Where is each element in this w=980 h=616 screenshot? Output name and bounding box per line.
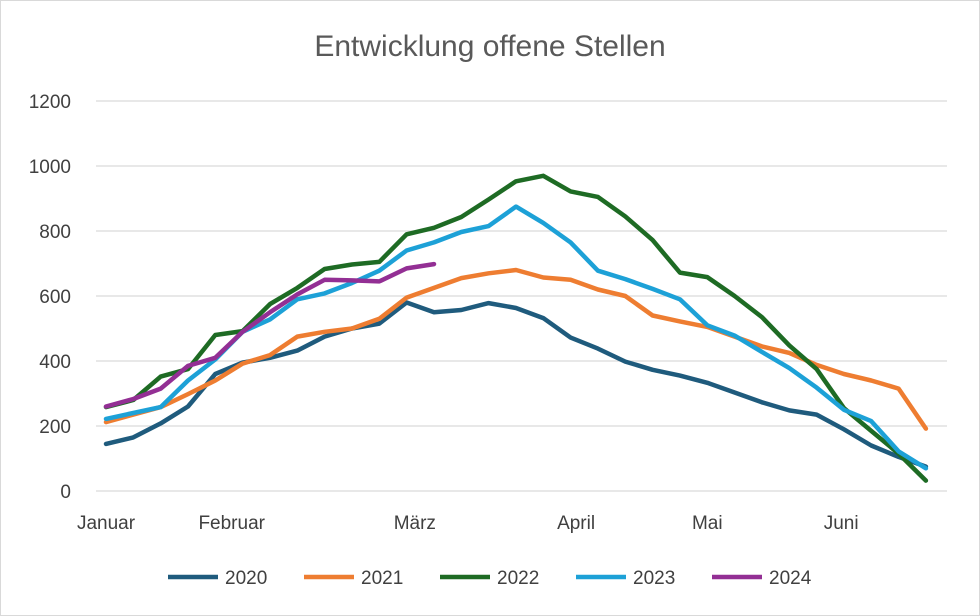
legend: 2020 2021 2022 2023 2024 [168, 568, 812, 589]
x-tick-label: Mai [692, 513, 723, 534]
legend-label-2024: 2024 [769, 568, 812, 589]
x-tick-label: Juni [824, 513, 859, 534]
legend-label-2020: 2020 [225, 568, 267, 589]
series-line-2021 [103, 267, 929, 431]
gridlines [96, 100, 947, 492]
y-tick-label: 1000 [29, 157, 71, 178]
series-line-2022 [103, 173, 929, 483]
x-tick-label: April [557, 513, 595, 534]
y-tick-label: 1200 [29, 92, 71, 113]
legend-label-2021: 2021 [361, 568, 403, 589]
series-line-2020 [103, 300, 929, 469]
y-tick-label: 400 [39, 352, 71, 373]
x-tick-label: Januar [77, 513, 136, 534]
x-axis-ticks: JanuarFebruarMärzAprilMaiJuniJuli [77, 513, 859, 534]
legend-label-2023: 2023 [633, 568, 675, 589]
legend-label-2022: 2022 [497, 568, 539, 589]
series-line-2023 [103, 204, 929, 471]
x-tick-label: März [394, 513, 436, 534]
x-tick-label: Februar [198, 513, 265, 534]
y-tick-label: 0 [60, 482, 71, 503]
series-lines [103, 173, 929, 483]
y-tick-label: 600 [39, 287, 71, 308]
y-axis-ticks: 0 200 400 600 800 1000 1200 [29, 92, 71, 503]
y-tick-label: 800 [39, 222, 71, 243]
chart-title: Entwicklung offene Stellen [314, 30, 665, 63]
series-line-2024 [103, 261, 437, 409]
y-tick-label: 200 [39, 417, 71, 438]
